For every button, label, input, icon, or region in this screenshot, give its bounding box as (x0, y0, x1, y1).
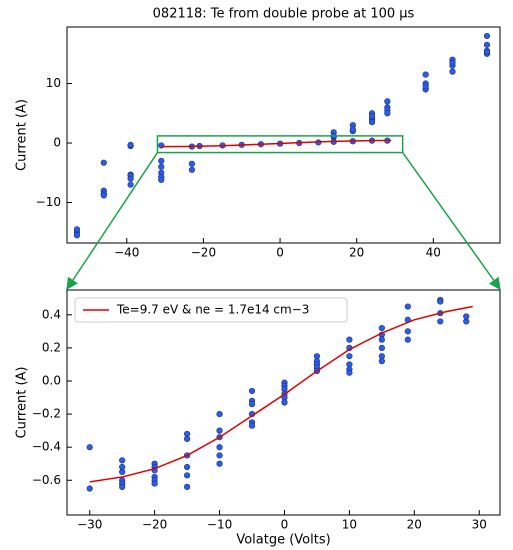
x-tick-label: 20 (349, 246, 364, 260)
point (378, 344, 385, 352)
y-tick-label: −0.4 (32, 440, 61, 454)
y-tick-label: −0.6 (32, 473, 61, 487)
x-tick-label: 40 (426, 246, 441, 260)
point (127, 141, 134, 148)
point (422, 71, 429, 78)
point (73, 232, 81, 239)
point (127, 175, 134, 182)
x-tick-label: −40 (114, 246, 139, 260)
y-tick-label: 0.4 (42, 307, 61, 321)
chart-title: 082118: Te from double probe at 100 μs (153, 7, 415, 22)
point (404, 303, 411, 310)
point (151, 480, 158, 487)
y-axis-label: Current (A) (15, 367, 30, 439)
point (384, 110, 391, 117)
y-axis-label: Current (A) (15, 99, 30, 171)
point (378, 358, 385, 365)
point (73, 226, 81, 233)
point (183, 483, 191, 490)
axes-frame (66, 289, 501, 516)
point (183, 435, 191, 442)
point (349, 126, 356, 133)
y-tick-label: 0.2 (42, 340, 61, 354)
point (463, 313, 470, 320)
x-tick-label: 20 (407, 518, 422, 532)
point (483, 41, 491, 48)
point (158, 157, 165, 164)
point (183, 472, 191, 479)
point (248, 422, 256, 429)
point (378, 324, 385, 332)
point (127, 181, 134, 188)
point (281, 399, 288, 406)
zoom-connector (402, 152, 501, 290)
x-axis-label: Volatge (Volts) (236, 533, 330, 548)
point (216, 460, 223, 467)
x-tick-label: 10 (342, 518, 357, 532)
x-tick-label: −20 (142, 518, 167, 532)
point (449, 68, 456, 75)
y-tick-label: −0.2 (32, 407, 61, 421)
point (183, 463, 191, 471)
zoom-connector (66, 152, 159, 291)
fit-line (161, 139, 392, 148)
point (248, 401, 256, 408)
point (483, 48, 491, 56)
point (86, 444, 93, 451)
x-tick-label: −30 (77, 518, 102, 532)
legend-label: Te=9.7 eV & ne = 1.7e14 cm−3 (116, 303, 309, 317)
point (437, 318, 444, 325)
point (86, 485, 93, 492)
plot-area (67, 27, 500, 243)
point (422, 83, 429, 90)
x-tick-label: 0 (276, 246, 284, 260)
point (449, 59, 456, 66)
zoom-box (156, 135, 404, 154)
fit-line (89, 305, 473, 483)
x-tick-label: −10 (207, 518, 232, 532)
y-tick-label: 0.0 (42, 373, 61, 387)
point (100, 159, 107, 166)
point (216, 452, 223, 459)
point (346, 353, 353, 360)
legend-box (74, 297, 348, 323)
point (368, 119, 376, 126)
point (483, 32, 491, 40)
plot-content (73, 32, 491, 239)
point (248, 387, 256, 395)
x-tick-label: 0 (281, 518, 289, 532)
point (188, 160, 196, 167)
point (346, 336, 353, 343)
point (404, 336, 411, 343)
point (119, 483, 126, 490)
point (188, 166, 196, 173)
point (384, 98, 391, 105)
point (378, 336, 385, 343)
point (368, 113, 376, 120)
y-tick-label: 10 (46, 76, 61, 90)
point (216, 444, 223, 451)
point (100, 192, 107, 199)
plot-content (86, 296, 473, 492)
point (158, 163, 165, 170)
y-tick-label: 0 (53, 136, 61, 150)
point (216, 427, 223, 434)
point (158, 176, 165, 184)
axes-frame (66, 26, 501, 244)
x-tick-label: −20 (191, 246, 216, 260)
point (216, 410, 223, 418)
point (437, 298, 444, 305)
x-tick-label: 30 (472, 518, 487, 532)
point (119, 457, 126, 464)
y-tick-label: −10 (36, 195, 61, 209)
point (119, 468, 126, 476)
point (404, 328, 411, 335)
point (346, 369, 353, 376)
